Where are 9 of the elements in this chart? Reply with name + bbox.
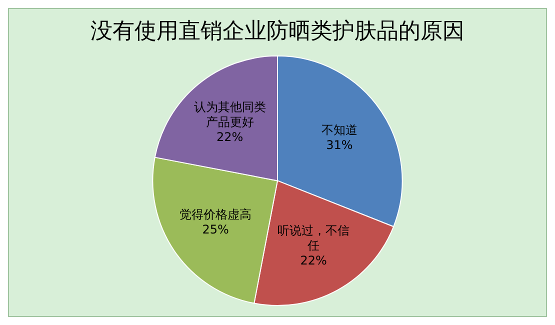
data-label: 25% [202,222,229,236]
slice-label: 不知道 [321,123,358,138]
slice-label: 觉得价格虚高 [180,207,252,222]
chart-title: 没有使用直销企业防晒类护肤品的原因 [90,18,464,44]
data-label: 22% [300,253,327,268]
data-label: 22% [216,130,244,144]
slice-label: 听说过，不信任 [278,223,350,252]
slice-label: 认为其他同类产品更好 [194,100,266,130]
data-label: 31% [326,138,353,152]
